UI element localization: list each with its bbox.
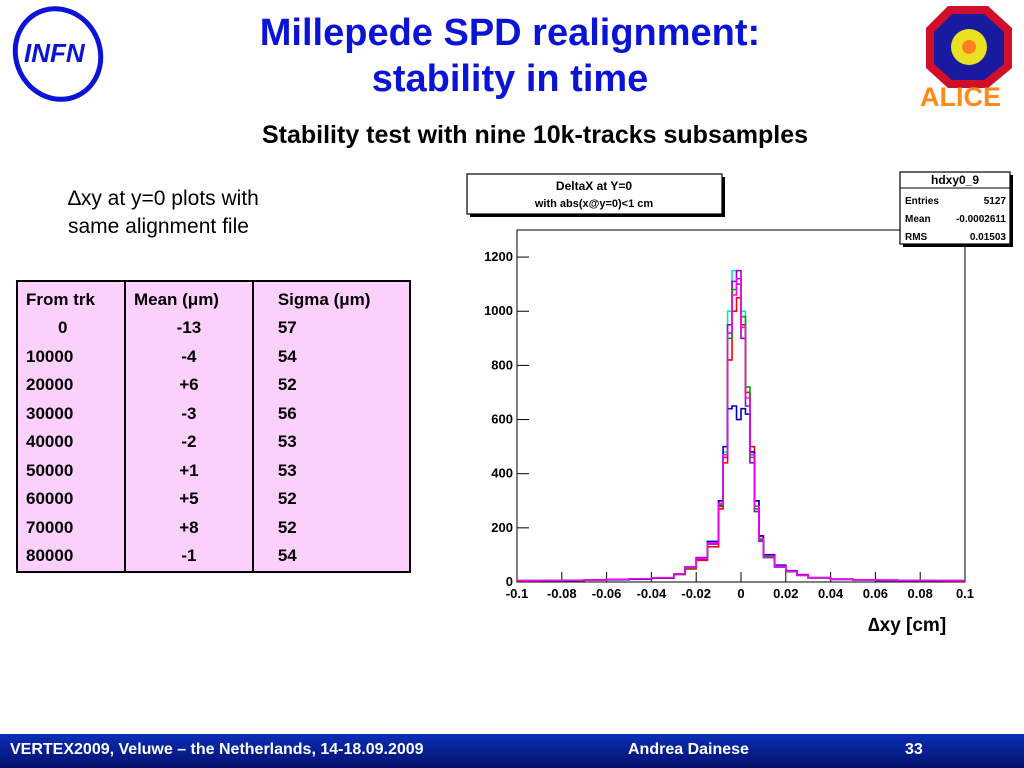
stats-label: RMS xyxy=(905,232,928,243)
table-row: 70000 +8 52 xyxy=(16,513,412,543)
x-tick-label: -0.04 xyxy=(637,586,667,601)
cell-sigma: 53 xyxy=(251,456,412,486)
stats-label: Mean xyxy=(905,214,931,225)
x-tick-label: 0.04 xyxy=(818,586,844,601)
plot-note: ∆xy at y=0 plots with same alignment fil… xyxy=(68,185,348,241)
title-line-1: Millepede SPD realignment: xyxy=(259,12,761,54)
cell-mean: -4 xyxy=(123,342,254,372)
footer-conference: VERTEX2009, Veluwe – the Netherlands, 14… xyxy=(10,741,424,758)
table-body: 0 -13 57 10000 -4 54 20000 +6 52 30000 -3 56 40000 -2… xyxy=(16,314,412,572)
cell-from-trk: 30000 xyxy=(16,399,126,429)
histogram-series-5 xyxy=(517,277,965,582)
stats-value: 5127 xyxy=(984,196,1007,207)
cell-sigma: 54 xyxy=(251,542,412,572)
chart-subtitle: with abs(x@y=0)<1 cm xyxy=(534,198,654,210)
cell-sigma: 52 xyxy=(251,485,412,514)
y-tick-label: 800 xyxy=(491,357,513,372)
results-table: From trk Mean (μm) Sigma (μm) 0 -13 57 1000… xyxy=(16,280,412,573)
cell-from-trk: 70000 xyxy=(16,513,126,543)
footer-author: Andrea Dainese xyxy=(628,741,749,758)
table-row: 60000 +5 52 xyxy=(16,485,412,514)
col-header-mean: Mean (μm) xyxy=(123,281,254,314)
col-header-sigma: Sigma (μm) xyxy=(251,281,412,314)
note-line-2: same alignment file xyxy=(68,215,249,238)
y-tick-label: 600 xyxy=(491,412,513,427)
cell-from-trk: 20000 xyxy=(16,371,126,400)
slide-subtitle: Stability test with nine 10k-tracks subs… xyxy=(261,121,809,149)
cell-sigma: 56 xyxy=(251,399,412,429)
stats-box-shadow xyxy=(1010,175,1013,247)
cell-mean: -2 xyxy=(123,428,254,457)
chart-title: DeltaX at Y=0 xyxy=(556,179,632,193)
col-header-from-trk: From trk xyxy=(16,281,126,314)
cell-sigma: 54 xyxy=(251,342,412,372)
chart-title-box-shadow-bottom xyxy=(470,214,725,217)
table-row: 40000 -2 53 xyxy=(16,428,412,457)
table-row: 50000 +1 53 xyxy=(16,456,412,486)
y-tick-label: 1200 xyxy=(484,249,513,264)
cell-from-trk: 0 xyxy=(16,314,126,343)
x-tick-label: -0.1 xyxy=(506,586,528,601)
table-row: 20000 +6 52 xyxy=(16,371,412,400)
x-tick-label: 0.1 xyxy=(956,586,974,601)
alice-logo-text: ALICE xyxy=(920,82,1001,108)
slide-footer: VERTEX2009, Veluwe – the Netherlands, 14… xyxy=(0,734,1024,768)
title-line-2: stability in time xyxy=(371,58,649,100)
table-header-row: From trk Mean (μm) Sigma (μm) xyxy=(16,281,412,314)
cell-from-trk: 10000 xyxy=(16,342,126,372)
note-line-1: ∆xy at y=0 plots with xyxy=(68,187,259,210)
x-axis-title: ∆xy [cm] xyxy=(868,615,947,636)
x-tick-label: 0.02 xyxy=(773,586,798,601)
infn-logo-text: INFN xyxy=(24,38,86,68)
table-row: 80000 -1 54 xyxy=(16,542,412,572)
cell-mean: -13 xyxy=(123,314,254,343)
x-tick-label: 0.06 xyxy=(863,586,888,601)
cell-mean: +8 xyxy=(123,513,254,543)
y-tick-label: 0 xyxy=(506,574,513,589)
cell-mean: +5 xyxy=(123,485,254,514)
cell-from-trk: 50000 xyxy=(16,456,126,486)
chart-title-box-shadow xyxy=(722,177,725,217)
x-tick-label: -0.06 xyxy=(592,586,622,601)
alice-logo: ALICE xyxy=(920,6,1012,108)
table-row: 0 -13 57 xyxy=(16,314,412,343)
table-row: 10000 -4 54 xyxy=(16,342,412,372)
cell-sigma: 53 xyxy=(251,428,412,457)
cell-mean: -3 xyxy=(123,399,254,429)
cell-sigma: 57 xyxy=(251,314,412,343)
cell-mean: +1 xyxy=(123,456,254,486)
chart-title-box xyxy=(466,173,723,215)
cell-mean: -1 xyxy=(123,542,254,572)
y-tick-label: 200 xyxy=(491,520,513,535)
stats-box xyxy=(899,171,1011,245)
cell-from-trk: 40000 xyxy=(16,428,126,457)
slide-title: Millepede SPD realignment: stability in … xyxy=(150,10,870,102)
cell-sigma: 52 xyxy=(251,371,412,400)
cell-sigma: 52 xyxy=(251,513,412,543)
y-tick-label: 1000 xyxy=(484,303,513,318)
cell-mean: +6 xyxy=(123,371,254,400)
infn-logo: INFN xyxy=(12,6,104,102)
histogram-chart: 0 200 400 600 800 1000 1200 -0.1 -0.08 -0.06 -0.04… xyxy=(466,171,1013,601)
x-tick-label: 0.08 xyxy=(908,586,933,601)
x-tick-label: 0 xyxy=(737,586,744,601)
cell-from-trk: 60000 xyxy=(16,485,126,514)
table-row: 30000 -3 56 xyxy=(16,399,412,429)
x-tick-label: -0.08 xyxy=(547,586,577,601)
stats-label: Entries xyxy=(905,196,939,207)
stats-box-shadow-bottom xyxy=(903,244,1013,247)
stats-value: -0.0002611 xyxy=(956,214,1006,225)
x-tick-label: -0.02 xyxy=(681,586,711,601)
stats-value: 0.01503 xyxy=(970,232,1007,243)
y-tick-label: 400 xyxy=(491,466,513,481)
cell-from-trk: 80000 xyxy=(16,542,126,572)
stats-box-name: hdxy0_9 xyxy=(931,173,979,187)
footer-page-number: 33 xyxy=(905,741,923,758)
